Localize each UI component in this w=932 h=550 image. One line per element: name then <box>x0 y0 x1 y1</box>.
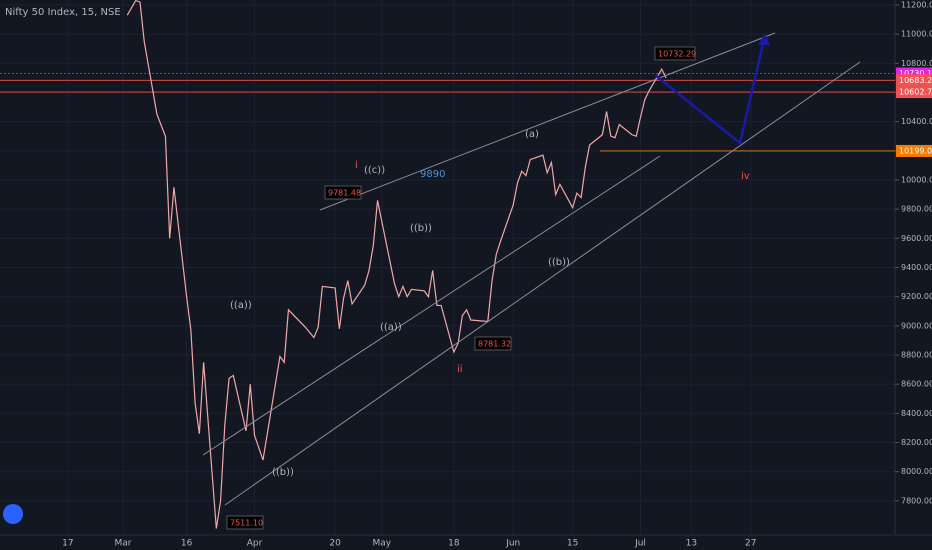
y-tick-label: 10000.00 <box>901 175 932 184</box>
price-box: 7511.10 <box>226 515 264 530</box>
trend-line <box>202 155 661 456</box>
price-box: 10732.29 <box>654 46 696 61</box>
y-tick-label: 8600.00 <box>901 380 932 389</box>
wave-label: ((b)) <box>548 257 570 268</box>
y-tick-label: 10400.00 <box>901 117 932 126</box>
y-tick-label: 11200.00 <box>901 0 932 9</box>
y-tick-label: 8000.00 <box>901 467 932 476</box>
x-tick-label: 20 <box>329 539 341 549</box>
x-tick-label: May <box>372 539 391 549</box>
y-tick-label: 9400.00 <box>901 263 932 272</box>
wave-label: ((a)) <box>230 300 252 311</box>
y-tick-label: 8200.00 <box>901 438 932 447</box>
price-tag <box>896 144 932 157</box>
x-tick-label: 18 <box>448 539 460 549</box>
y-tick-label: 11000.00 <box>901 30 932 39</box>
wave-label: ii <box>457 364 463 375</box>
price-tag-label: 10199.00 <box>899 146 932 155</box>
y-tick-label: 9000.00 <box>901 321 932 330</box>
y-tick-label: 8800.00 <box>901 351 932 360</box>
price-line-series <box>126 0 667 529</box>
y-tick-label: 7800.00 <box>901 496 932 505</box>
x-tick-label: 13 <box>686 539 697 549</box>
arrow-head <box>758 33 770 45</box>
price-box-label: 7511.10 <box>230 519 263 528</box>
price-tag-label: 10683.28 <box>899 76 932 85</box>
x-tick-label: Mar <box>115 539 132 549</box>
wave-label: (a) <box>525 129 539 140</box>
wave-label: ((c)) <box>364 165 385 176</box>
x-tick-label: Jun <box>505 539 520 549</box>
price-tag-label: 10602.70 <box>899 88 932 97</box>
x-tick-label: Apr <box>247 539 263 549</box>
x-tick-label: Jul <box>634 539 646 549</box>
x-tick-label: 15 <box>567 539 578 549</box>
price-tag <box>896 86 932 99</box>
wave-label: ((b)) <box>272 467 294 478</box>
x-tick-label: 27 <box>745 539 756 549</box>
price-tag <box>896 74 932 87</box>
wave-label: iv <box>741 171 750 182</box>
logo[interactable] <box>3 504 23 524</box>
price-box: 8781.32 <box>474 336 512 351</box>
y-tick-label: 10800.00 <box>901 59 932 68</box>
y-tick-label: 9600.00 <box>901 234 932 243</box>
price-box-label: 8781.32 <box>478 340 511 349</box>
y-tick-label: 9800.00 <box>901 205 932 214</box>
x-tick-label: 16 <box>181 539 193 549</box>
price-box-label: 9781.48 <box>328 189 361 198</box>
wave-label: 9890 <box>420 169 445 180</box>
price-tag-label: 10730.10 <box>899 69 932 78</box>
projection-arrow <box>654 34 767 146</box>
trend-line <box>224 61 861 506</box>
chart-title: Nifty 50 Index, 15, NSE <box>5 7 121 18</box>
x-tick-label: 17 <box>62 539 73 549</box>
y-tick-label: 8400.00 <box>901 409 932 418</box>
wave-label: ((b)) <box>410 223 432 234</box>
price-box-label: 10732.29 <box>658 50 696 59</box>
trend-line <box>319 32 776 211</box>
wave-label: i <box>355 160 358 171</box>
wave-label: ((a)) <box>380 322 402 333</box>
price-box: 9781.48 <box>324 185 362 200</box>
y-tick-label: 9200.00 <box>901 292 932 301</box>
